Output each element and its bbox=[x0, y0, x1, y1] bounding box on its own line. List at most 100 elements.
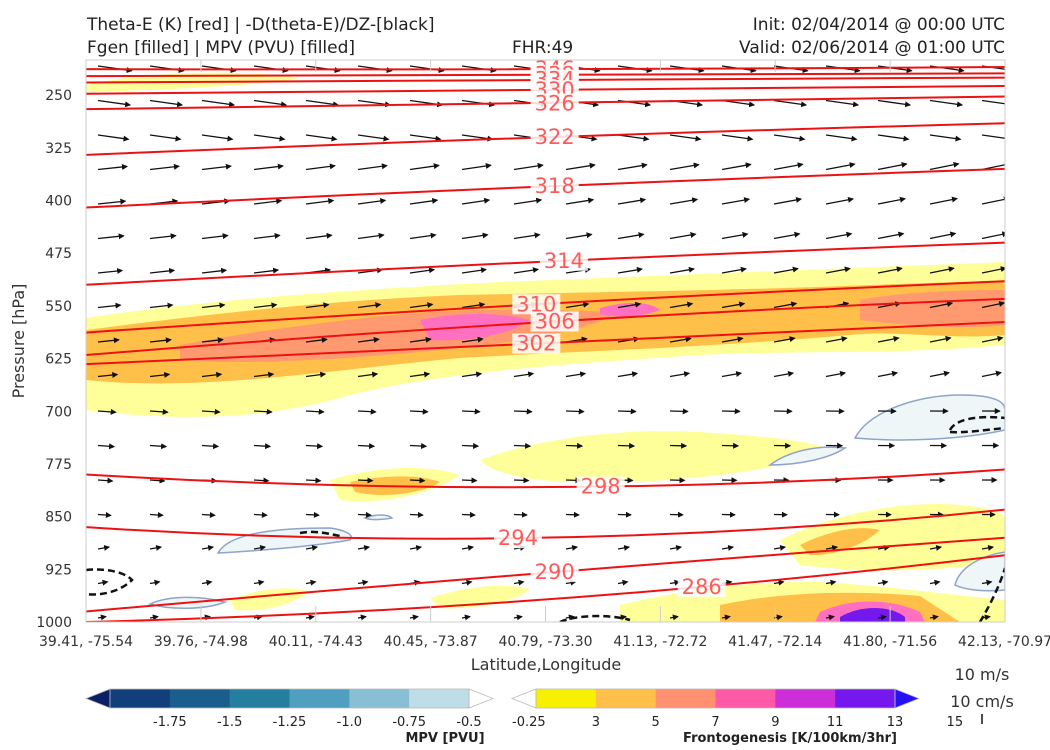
fgen-fill-pink-2 bbox=[600, 302, 660, 317]
theta-e-label-bg bbox=[512, 294, 561, 315]
wind-arrow bbox=[201, 544, 215, 551]
theta-e-line-294 bbox=[86, 508, 1005, 540]
wind-arrow bbox=[305, 302, 330, 309]
fgen-fill-mid-band bbox=[480, 431, 830, 483]
wind-arrow bbox=[617, 544, 631, 551]
colorbar-frame bbox=[535, 688, 896, 709]
wind-arrow bbox=[929, 231, 957, 240]
wind-arrow bbox=[929, 579, 941, 586]
wind-arrow bbox=[357, 371, 379, 378]
wind-arrow bbox=[929, 614, 939, 621]
pressure-axis-ticks: 250 325 400 475 550 625 700 775 850 925 1000 bbox=[36, 88, 72, 631]
wind-arrow bbox=[773, 266, 799, 274]
wind-arrow bbox=[617, 266, 643, 274]
wind-arrow bbox=[721, 197, 751, 205]
wind-arrow bbox=[357, 408, 377, 415]
wind-arrow bbox=[669, 232, 697, 240]
wind-arrow bbox=[201, 233, 229, 240]
wind-arrow bbox=[253, 443, 272, 450]
x-tick-label: 40.11, -74.43 bbox=[269, 634, 363, 650]
wind-arrow bbox=[97, 163, 128, 171]
wind-arrow bbox=[357, 302, 382, 309]
wind-arrow bbox=[721, 371, 743, 378]
colorbar-segment bbox=[715, 689, 776, 708]
x-tick-label: 39.76, -74.98 bbox=[154, 634, 248, 650]
x-tick-label: 40.79, -73.30 bbox=[498, 634, 592, 650]
colorbar-tick-label: 3 bbox=[592, 715, 600, 730]
theta-e-label-bg bbox=[530, 126, 579, 147]
colorbar-segment bbox=[289, 689, 350, 708]
theta-e-label-bg bbox=[530, 562, 579, 583]
wind-arrow bbox=[565, 162, 596, 171]
wind-arrow bbox=[825, 336, 848, 343]
wind-arrow bbox=[357, 477, 374, 484]
x-tick-label: 42.13, -70.97 bbox=[958, 634, 1050, 650]
colorbar-tick-label: -0.25 bbox=[512, 715, 546, 730]
wind-arrow bbox=[981, 231, 1005, 240]
wind-arrow bbox=[409, 302, 434, 309]
wind-arrow bbox=[201, 163, 232, 171]
colorbar-right-arrow bbox=[468, 688, 495, 709]
wind-arrow bbox=[253, 232, 281, 240]
colorbar-segment bbox=[349, 689, 410, 708]
colorbar-segment bbox=[655, 689, 716, 708]
fgen-colorbar: 3 5 7 9 11 13 15 bbox=[510, 688, 964, 730]
x-axis-label: Latitude,Longitude bbox=[471, 655, 622, 674]
wind-arrow bbox=[461, 267, 487, 274]
wind-arrow bbox=[97, 579, 109, 586]
fgen-fill-bottom-left bbox=[230, 588, 310, 611]
colorbar-tick-label: 15 bbox=[947, 715, 964, 730]
theta-e-label-322: 322 bbox=[535, 125, 575, 149]
wind-arrow bbox=[201, 443, 220, 450]
wind-arrow bbox=[253, 267, 280, 274]
fgen-fill-low-right bbox=[780, 504, 1005, 571]
wind-arrow bbox=[773, 197, 803, 205]
theta-e-label-294: 294 bbox=[498, 526, 538, 550]
wind-arrow bbox=[97, 544, 111, 551]
wind-arrow bbox=[357, 232, 385, 240]
theta-e-label-bg bbox=[530, 311, 579, 332]
wind-arrow bbox=[929, 370, 950, 378]
wind-arrow bbox=[357, 134, 390, 142]
y-tick-label: 1000 bbox=[36, 615, 72, 631]
wind-arrow bbox=[773, 162, 804, 171]
mpv-fill-right-mid bbox=[767, 446, 848, 466]
wind-arrow bbox=[253, 302, 278, 309]
wind-arrow bbox=[149, 512, 164, 519]
theta-e-line-286 bbox=[86, 554, 1005, 622]
mpv-fill-upper-right bbox=[853, 394, 1005, 441]
wind-arrow bbox=[97, 614, 107, 621]
wind-arrow bbox=[409, 443, 428, 450]
wind-arrow bbox=[981, 544, 995, 551]
wind-arrow bbox=[97, 233, 125, 240]
wind-arrow bbox=[357, 579, 369, 586]
wind-arrow bbox=[149, 302, 174, 309]
wind-arrow bbox=[617, 442, 636, 449]
wind-arrow bbox=[201, 267, 228, 274]
wind-arrow bbox=[409, 477, 426, 484]
wind-arrow bbox=[929, 544, 943, 551]
wind-arrow bbox=[877, 134, 910, 142]
wind-arrow bbox=[357, 614, 367, 621]
colorbar-segment bbox=[409, 689, 470, 708]
wind-arrow bbox=[513, 162, 544, 171]
wind-arrow bbox=[825, 134, 858, 142]
colorbar-tick-label: -1.75 bbox=[153, 715, 187, 730]
colorbar-left-arrow bbox=[84, 688, 111, 709]
wind-arrow bbox=[305, 477, 322, 484]
wind-arrow bbox=[305, 163, 336, 171]
y-tick-label: 550 bbox=[45, 299, 72, 315]
wind-arrow bbox=[617, 371, 639, 378]
wind-arrow bbox=[721, 162, 752, 171]
mpv-colorbar: -1.75 -1.5 -1.25 -1.0 -0.75 -0.5 -0.25 bbox=[84, 688, 546, 730]
wind-arrow bbox=[461, 614, 471, 621]
wind-arrow bbox=[201, 371, 223, 378]
wind-arrow bbox=[357, 443, 376, 450]
wind-arrow bbox=[929, 335, 952, 343]
colorbar-left-arrow bbox=[510, 688, 537, 709]
wind-arrow bbox=[825, 579, 837, 586]
theta-e-label-302: 302 bbox=[516, 332, 556, 356]
wind-arrow bbox=[97, 512, 112, 519]
wind-arrow bbox=[253, 163, 284, 171]
wind-arrow bbox=[513, 267, 539, 274]
